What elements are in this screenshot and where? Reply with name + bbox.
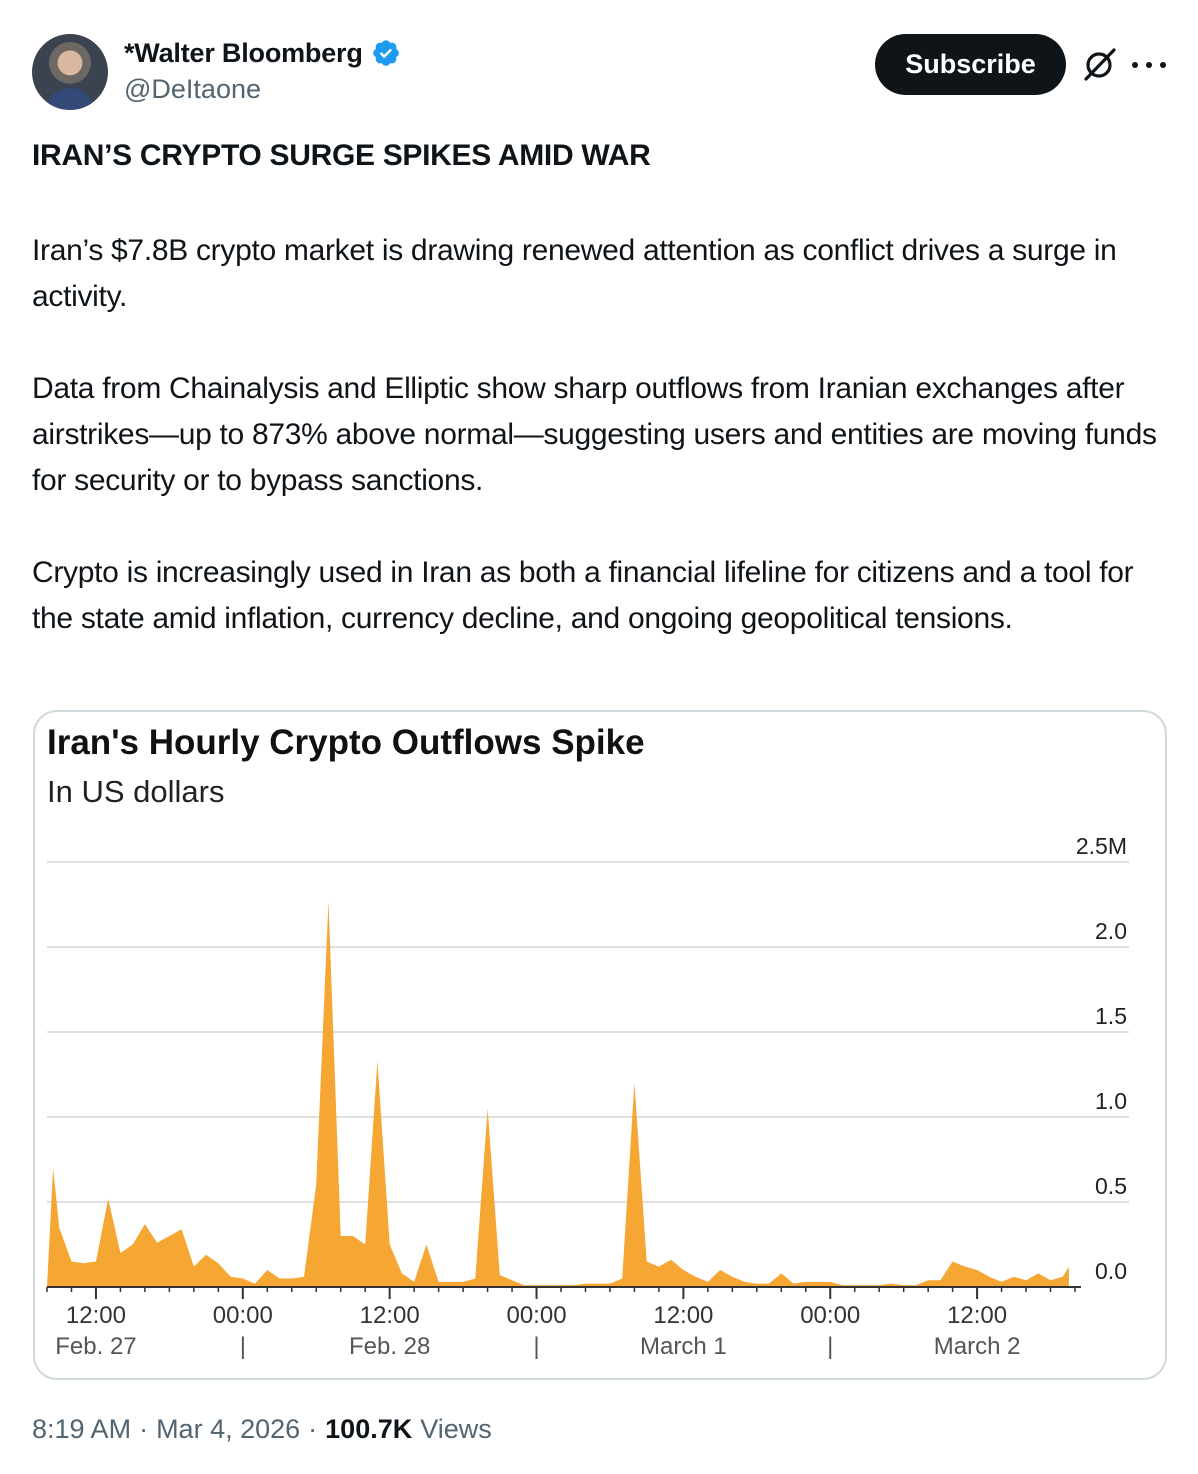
y-tick-label: 2.5M: [1076, 833, 1127, 859]
post-date[interactable]: Mar 4, 2026: [156, 1414, 301, 1444]
x-tick-time: 00:00: [800, 1302, 860, 1329]
more-options-icon[interactable]: [1132, 48, 1166, 82]
x-tick-date: |: [240, 1333, 246, 1360]
y-tick-label: 1.5: [1095, 1003, 1127, 1029]
x-tick-date: |: [533, 1333, 539, 1360]
chart-card[interactable]: Iran's Hourly Crypto Outflows Spike In U…: [33, 710, 1167, 1380]
dot: [1160, 62, 1166, 68]
y-tick-label: 0.5: [1095, 1173, 1127, 1199]
author-handle[interactable]: @DeItaone: [124, 74, 261, 104]
views-label: Views: [420, 1414, 492, 1444]
outflow-area: [47, 901, 1069, 1287]
x-tick-date: Feb. 27: [55, 1333, 136, 1360]
dot: [1132, 62, 1138, 68]
post-time[interactable]: 8:19 AM: [32, 1414, 132, 1444]
dot: [1146, 62, 1152, 68]
x-tick-time: 12:00: [66, 1302, 126, 1329]
verified-badge-icon: [372, 40, 399, 66]
meta-separator: ·: [139, 1414, 149, 1444]
views-count: 100.7K: [325, 1414, 413, 1444]
x-tick-time: 00:00: [506, 1302, 566, 1329]
y-tick-label: 2.0: [1095, 918, 1127, 944]
meta-separator: ·: [308, 1414, 318, 1444]
x-tick-date: Feb. 28: [349, 1333, 430, 1360]
x-tick-time: 12:00: [360, 1302, 420, 1329]
x-tick-date: March 2: [934, 1333, 1021, 1360]
chart-title: Iran's Hourly Crypto Outflows Spike: [47, 723, 645, 762]
grok-icon[interactable]: [1080, 44, 1120, 84]
y-tick-label: 0.0: [1095, 1258, 1127, 1284]
post-paragraph-3: Crypto is increasingly used in Iran as b…: [32, 556, 1134, 635]
x-tick-date: March 1: [640, 1333, 727, 1360]
post-headline: IRAN’S CRYPTO SURGE SPIKES AMID WAR: [32, 139, 651, 172]
avatar[interactable]: [32, 34, 108, 110]
x-tick-time: 12:00: [653, 1302, 713, 1329]
post-meta: 8:19 AM · Mar 4, 2026 · 100.7K Views: [32, 1414, 492, 1445]
y-tick-label: 1.0: [1095, 1088, 1127, 1114]
post-paragraph-1: Iran’s $7.8B crypto market is drawing re…: [32, 234, 1117, 313]
chart: Iran's Hourly Crypto Outflows Spike In U…: [46, 723, 1129, 1360]
author-name-row[interactable]: *Walter Bloomberg: [124, 36, 401, 70]
subscribe-button[interactable]: Subscribe: [875, 34, 1066, 95]
post-paragraph-2: Data from Chainalysis and Elliptic show …: [32, 372, 1157, 497]
x-tick-date: |: [827, 1333, 833, 1360]
chart-subtitle: In US dollars: [47, 774, 224, 809]
x-tick-time: 12:00: [947, 1302, 1007, 1329]
x-tick-time: 00:00: [213, 1302, 273, 1329]
author-name[interactable]: *Walter Bloomberg: [124, 37, 363, 68]
